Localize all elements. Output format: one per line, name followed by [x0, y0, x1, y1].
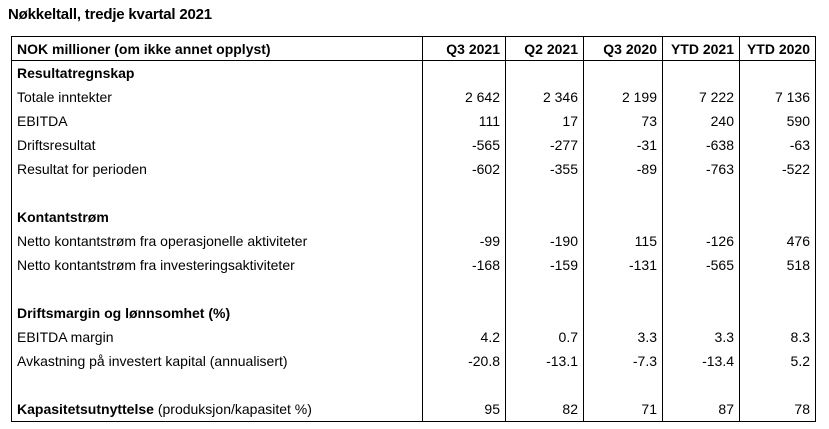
cell-value: 518: [786, 257, 810, 273]
table-row: EBITDA 111 17 73 240 590: [11, 109, 816, 133]
col-header: Q3 2021: [422, 36, 506, 61]
cell-value: 2 199: [583, 85, 663, 109]
row-label: Resultat for perioden: [11, 157, 423, 181]
cell-value: 7 136: [774, 89, 810, 105]
cell-value: -131: [583, 253, 663, 277]
table-row: EBITDA margin 4.2 0.7 3.3 3.3 8.3: [11, 325, 816, 349]
cell-value: -522: [781, 161, 810, 177]
table-row: Resultat for perioden -602 -355 -89 -763…: [11, 157, 816, 181]
cell-value: -63: [789, 137, 810, 153]
cell-value: -99: [422, 229, 506, 253]
cell-value: -763: [662, 157, 740, 181]
cell-value: -190: [505, 229, 584, 253]
cell-value: 3.3: [662, 325, 740, 349]
cell-value: -159: [505, 253, 584, 277]
table-row: Driftsresultat -565 -277 -31 -638 -63: [11, 133, 816, 157]
row-label: EBITDA margin: [11, 325, 423, 349]
table-row: Netto kontantstrøm fra operasjonelle akt…: [11, 229, 816, 253]
row-label: Netto kontantstrøm fra investeringsaktiv…: [11, 253, 423, 277]
cell-value: 115: [583, 229, 663, 253]
cell-value: -355: [505, 157, 584, 181]
cell-value: 71: [583, 397, 663, 422]
spacer-row: [11, 181, 816, 205]
cell-value: 78: [794, 401, 810, 417]
page-title: Nøkkeltall, tredje kvartal 2021: [8, 6, 212, 23]
table-row: Kapasitetsutnyttelse (produksjon/kapasit…: [11, 397, 816, 422]
row-label: EBITDA: [11, 109, 423, 133]
cell-value: 2 346: [505, 85, 584, 109]
col-header: Q3 2020: [583, 36, 663, 61]
table-row: Avkastning på investert kapital (annuali…: [11, 349, 816, 373]
col-header: YTD 2021: [662, 36, 740, 61]
cell-value: 240: [662, 109, 740, 133]
cell-value: -20.8: [422, 349, 506, 373]
cell-value: 95: [422, 397, 506, 422]
spacer-row: [11, 373, 816, 397]
cell-value: 476: [786, 233, 810, 249]
header-label: NOK millioner (om ikke annet opplyst): [11, 36, 423, 61]
section-title-margin: Driftsmargin og lønnsomhet (%): [11, 301, 423, 325]
spacer-row: [11, 277, 816, 301]
cell-value: -638: [662, 133, 740, 157]
col-header: YTD 2020: [739, 36, 816, 61]
cell-value: -13.4: [662, 349, 740, 373]
cell-value: 87: [662, 397, 740, 422]
cell-value: 2 642: [422, 85, 506, 109]
section-header-row: Driftsmargin og lønnsomhet (%): [11, 301, 816, 325]
section-title-income: Resultatregnskap: [11, 60, 423, 85]
cell-value: -277: [505, 133, 584, 157]
cell-value: -13.1: [505, 349, 584, 373]
cell-value: 4.2: [422, 325, 506, 349]
cell-value: 111: [422, 109, 506, 133]
key-figures-table: NOK millioner (om ikke annet opplyst) Q3…: [11, 36, 816, 422]
row-label: Netto kontantstrøm fra operasjonelle akt…: [11, 229, 423, 253]
cell-value: 590: [786, 113, 810, 129]
header-row: NOK millioner (om ikke annet opplyst) Q3…: [11, 36, 816, 61]
cell-value: -89: [583, 157, 663, 181]
cell-value: -565: [422, 133, 506, 157]
capacity-label-bold: Kapasitetsutnyttelse: [17, 401, 154, 417]
row-label-capacity: Kapasitetsutnyttelse (produksjon/kapasit…: [11, 397, 423, 422]
table-row: Totale inntekter 2 642 2 346 2 199 7 222…: [11, 85, 816, 109]
cell-value: -565: [662, 253, 740, 277]
cell-value: 8.3: [790, 329, 810, 345]
col-header: Q2 2021: [505, 36, 584, 61]
cell-value: 5.2: [790, 353, 810, 369]
table-row: Netto kontantstrøm fra investeringsaktiv…: [11, 253, 816, 277]
section-title-cashflow: Kontantstrøm: [11, 205, 423, 229]
capacity-label-rest: (produksjon/kapasitet %): [153, 401, 312, 417]
cell-value: 7 222: [662, 85, 740, 109]
cell-value: 82: [505, 397, 584, 422]
row-label: Driftsresultat: [11, 133, 423, 157]
row-label: Avkastning på investert kapital (annuali…: [11, 349, 423, 373]
cell-value: 73: [583, 109, 663, 133]
cell-value: -602: [422, 157, 506, 181]
cell-value: 0.7: [505, 325, 584, 349]
cell-value: -168: [422, 253, 506, 277]
cell-value: 3.3: [583, 325, 663, 349]
cell-value: 17: [505, 109, 584, 133]
section-header-row: Resultatregnskap: [11, 60, 816, 85]
cell-value: -126: [662, 229, 740, 253]
cell-value: -31: [583, 133, 663, 157]
cell-value: -7.3: [583, 349, 663, 373]
section-header-row: Kontantstrøm: [11, 205, 816, 229]
row-label: Totale inntekter: [11, 85, 423, 109]
